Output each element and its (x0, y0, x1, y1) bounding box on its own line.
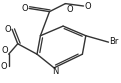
Text: O: O (1, 62, 8, 71)
Text: O: O (67, 5, 73, 14)
Text: O: O (1, 46, 8, 55)
Text: O: O (85, 1, 91, 11)
Text: O: O (22, 4, 29, 13)
Text: N: N (52, 67, 58, 76)
Text: O: O (4, 25, 11, 34)
Text: Br: Br (109, 37, 118, 46)
